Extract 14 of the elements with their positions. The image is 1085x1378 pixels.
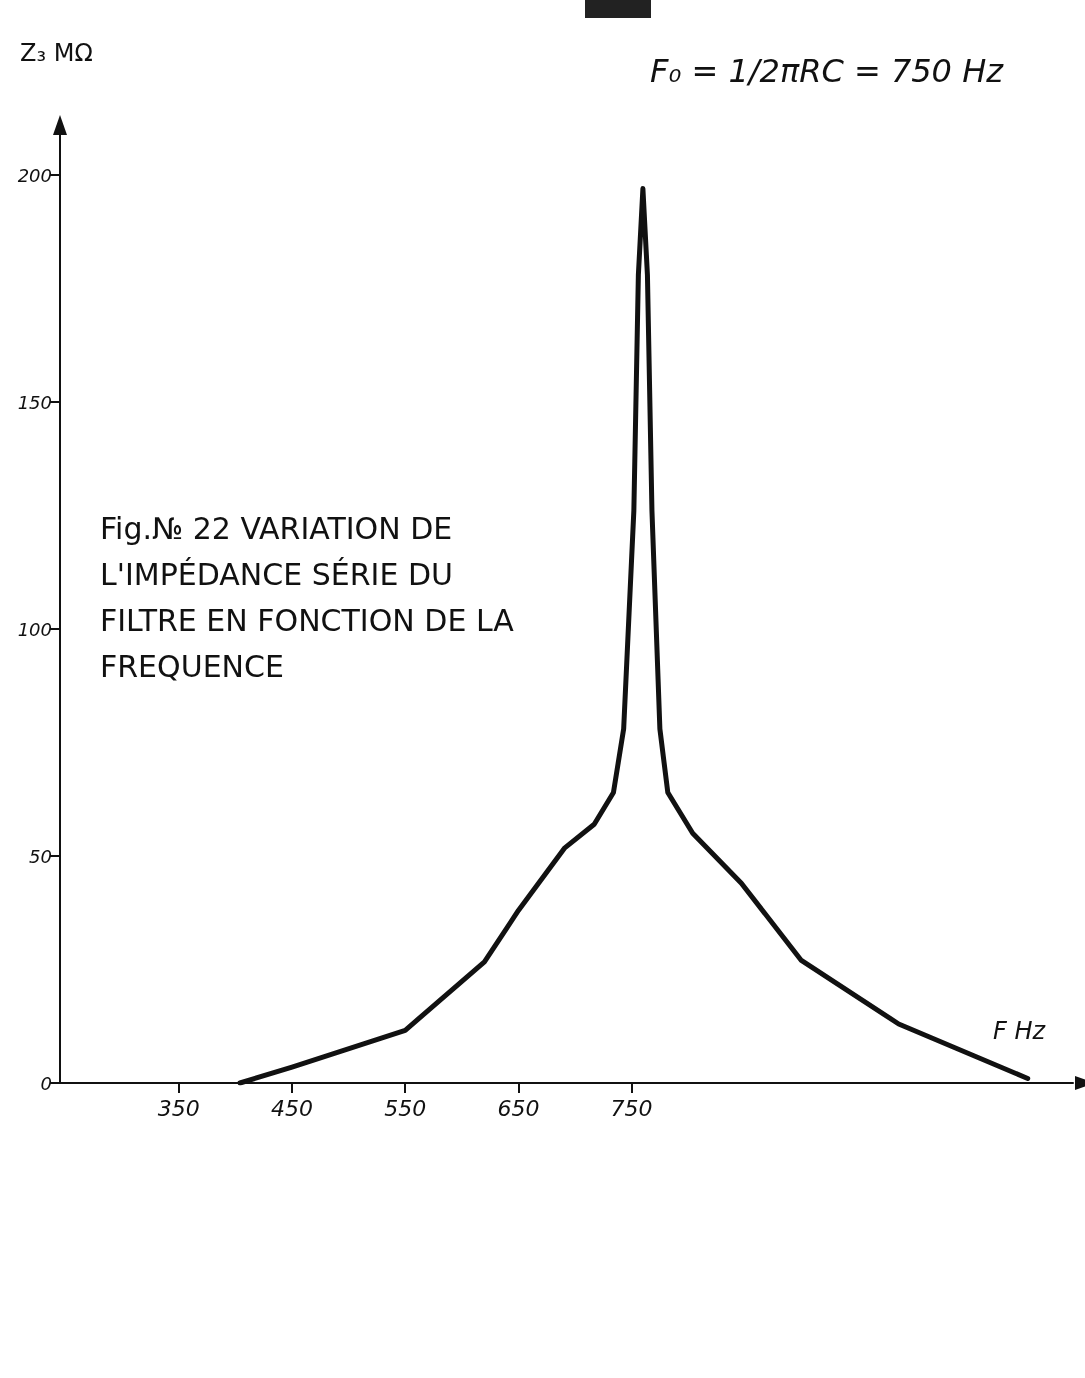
- x-tick-label: 750: [610, 1095, 653, 1121]
- y-tick-label: 200: [17, 164, 52, 186]
- x-tick-label: 650: [497, 1095, 540, 1121]
- y-axis-title: Z₃ MΩ: [20, 39, 93, 67]
- y-tick-label: 0: [40, 1072, 52, 1094]
- text: Fig.№ 22 VARIATION DE L'IMPÉDANCE SÉRIE DU FILTRE EN FONCTION DE LA FREQUENCE: [100, 510, 524, 684]
- x-tick-label: 450: [271, 1095, 314, 1121]
- x-tick-label: 550: [384, 1095, 427, 1121]
- text: F₀ = 1/2πRC = 750 Hz: [650, 52, 1005, 90]
- x-axis-title: F Hz: [993, 1017, 1047, 1045]
- x-tick-label: 350: [157, 1095, 200, 1121]
- y-tick-label: 100: [17, 618, 52, 640]
- y-tick-label: 50: [29, 845, 52, 867]
- y-tick-label: 150: [17, 391, 52, 413]
